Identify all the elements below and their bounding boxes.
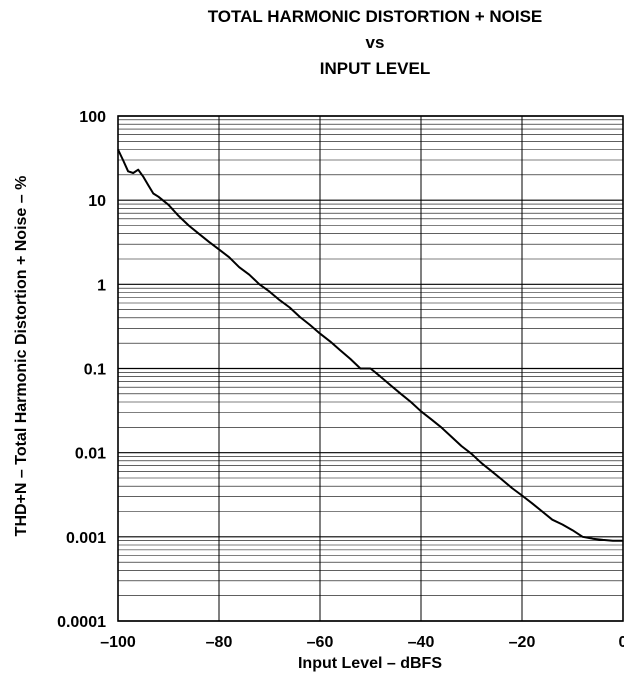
- x-tick-labels: –100 –80 –60 –40 –20 0: [100, 634, 624, 651]
- series-line: [117, 149, 623, 542]
- chart-title-line-1: TOTAL HARMONIC DISTORTION + NOISE: [207, 7, 543, 26]
- x-axis-label: Input Level – dBFS: [297, 655, 442, 672]
- y-tick-label: 0.0001: [57, 614, 106, 631]
- x-tick-label: –20: [509, 634, 536, 651]
- chart-title-line-3: INPUT LEVEL: [319, 59, 431, 78]
- plot-frame: [117, 115, 624, 622]
- y-tick-labels: 100 10 1 0.1 0.01 0.001 0.0001: [57, 109, 106, 631]
- x-tick-label: –80: [206, 634, 233, 651]
- y-tick-label: 0.01: [75, 446, 106, 463]
- x-tick-label: –60: [307, 634, 334, 651]
- y-tick-label: 0.001: [66, 530, 106, 547]
- x-tick-label: 0: [619, 634, 624, 651]
- y-tick-label: 10: [88, 193, 106, 210]
- chart-title-line-2: vs: [365, 33, 385, 52]
- y-tick-label: 100: [79, 109, 106, 126]
- y-tick-label: 1: [97, 277, 106, 294]
- series-layer: [117, 149, 623, 542]
- x-tick-label: –40: [408, 634, 435, 651]
- minor-gridlines: [118, 119, 623, 596]
- x-tick-label: –100: [100, 634, 136, 651]
- y-tick-label: 0.1: [84, 362, 106, 379]
